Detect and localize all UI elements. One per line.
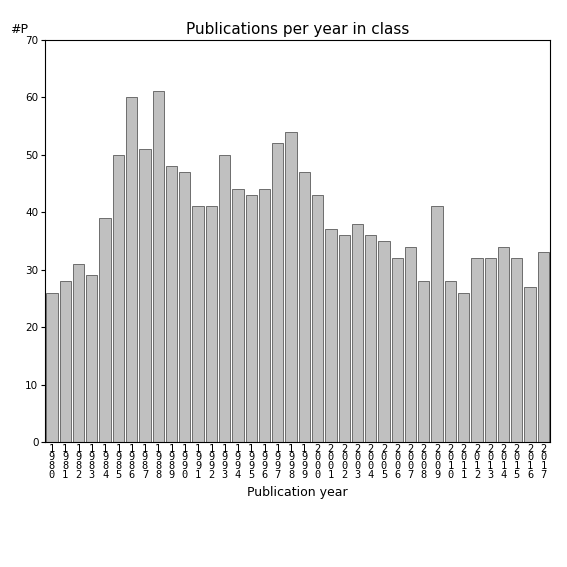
Bar [524, 287, 536, 442]
Bar [299, 172, 310, 442]
Bar [511, 258, 522, 442]
Bar [192, 206, 204, 442]
Bar [352, 224, 363, 442]
Bar [272, 143, 284, 442]
Bar [338, 235, 350, 442]
Bar [259, 189, 270, 442]
Bar [46, 293, 58, 442]
Bar [73, 264, 84, 442]
Bar [458, 293, 469, 442]
Bar [219, 155, 230, 442]
Bar [405, 247, 416, 442]
X-axis label: Publication year: Publication year [247, 485, 348, 498]
Bar [206, 206, 217, 442]
Bar [86, 276, 98, 442]
Title: Publications per year in class: Publications per year in class [186, 22, 409, 37]
Bar [179, 172, 191, 442]
Bar [139, 149, 151, 442]
Bar [325, 230, 337, 442]
Bar [285, 132, 297, 442]
Bar [126, 97, 137, 442]
Bar [485, 258, 496, 442]
Bar [246, 195, 257, 442]
Bar [538, 252, 549, 442]
Bar [445, 281, 456, 442]
Bar [232, 189, 244, 442]
Bar [378, 241, 390, 442]
Bar [166, 166, 177, 442]
Bar [431, 206, 443, 442]
Bar [60, 281, 71, 442]
Bar [113, 155, 124, 442]
Bar [365, 235, 376, 442]
Bar [153, 91, 164, 442]
Bar [312, 195, 323, 442]
Bar [498, 247, 509, 442]
Bar [99, 218, 111, 442]
Text: #P: #P [10, 23, 28, 36]
Bar [471, 258, 483, 442]
Bar [392, 258, 403, 442]
Bar [418, 281, 429, 442]
